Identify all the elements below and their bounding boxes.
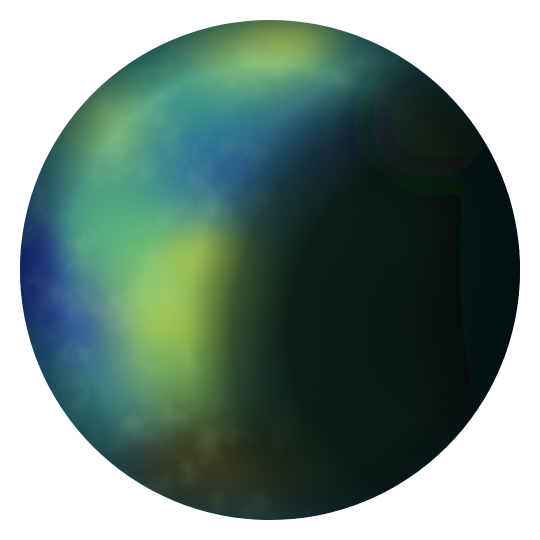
scene <box>0 0 540 540</box>
sphere-surface <box>0 0 540 540</box>
planet-sphere-graphic <box>0 0 540 540</box>
